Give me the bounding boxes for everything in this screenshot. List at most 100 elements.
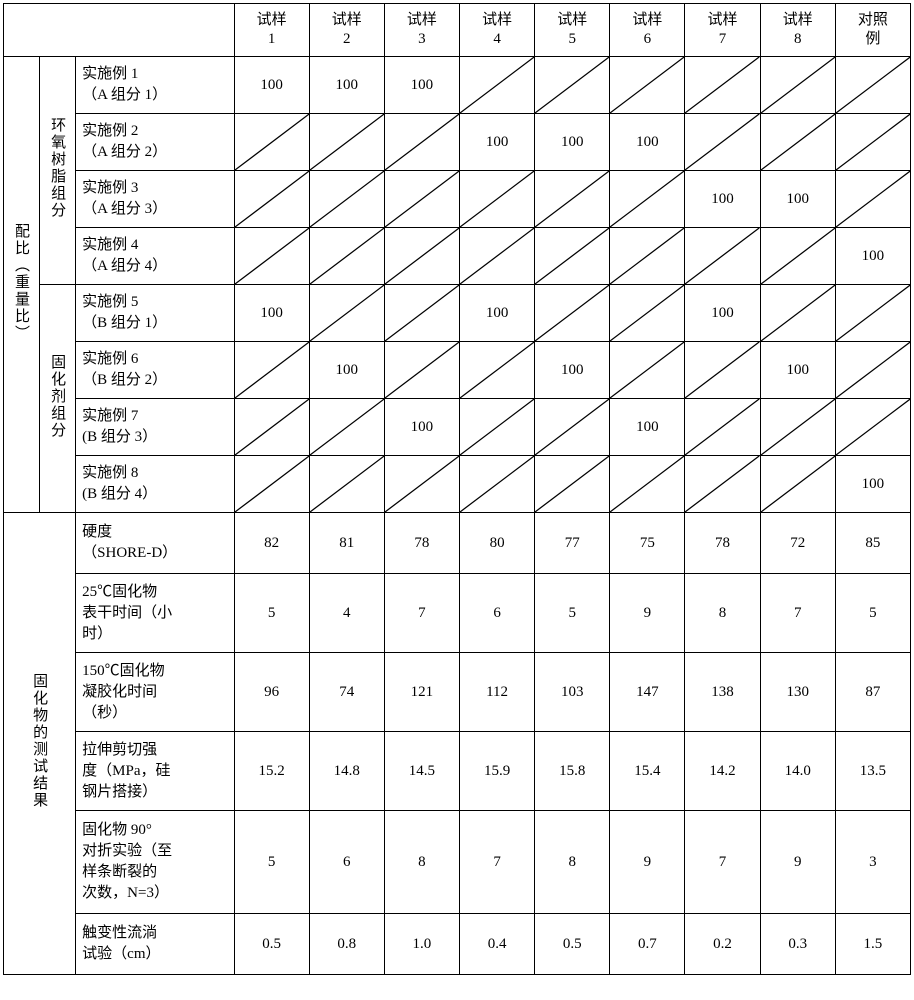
diagonal-cell [610, 456, 685, 513]
diagonal-cell [384, 285, 459, 342]
diagonal-cell [610, 228, 685, 285]
row-label: 实施例 3（A 组分 3） [76, 171, 234, 228]
value-cell: 0.8 [309, 914, 384, 975]
value-cell: 100 [835, 456, 910, 513]
diagonal-cell [685, 114, 760, 171]
diagonal-cell [535, 57, 610, 114]
value-cell: 96 [234, 653, 309, 732]
value-cell: 100 [685, 171, 760, 228]
diagonal-cell [835, 399, 910, 456]
diagonal-cell [685, 228, 760, 285]
diagonal-cell [460, 456, 535, 513]
diagonal-cell [610, 57, 685, 114]
value-cell: 74 [309, 653, 384, 732]
value-cell: 1.0 [384, 914, 459, 975]
row-label: 实施例 8(B 组分 4） [76, 456, 234, 513]
diagonal-cell [460, 57, 535, 114]
diagonal-cell [685, 399, 760, 456]
value-cell: 100 [384, 399, 459, 456]
row-label: 150℃固化物凝胶化时间（秒） [76, 653, 234, 732]
value-cell: 8 [685, 574, 760, 653]
diagonal-cell [234, 228, 309, 285]
value-cell: 100 [760, 342, 835, 399]
diagonal-cell [384, 228, 459, 285]
value-cell: 100 [835, 228, 910, 285]
row-label: 实施例 1（A 组分 1） [76, 57, 234, 114]
value-cell: 147 [610, 653, 685, 732]
value-cell: 81 [309, 513, 384, 574]
diagonal-cell [460, 399, 535, 456]
section1-title: 配比（重量比） [4, 57, 40, 513]
col-header-9: 对照例 [835, 4, 910, 57]
value-cell: 100 [760, 171, 835, 228]
diagonal-cell [835, 171, 910, 228]
col-header-3: 试样3 [384, 4, 459, 57]
col-header-1: 试样1 [234, 4, 309, 57]
value-cell: 0.3 [760, 914, 835, 975]
value-cell: 15.2 [234, 732, 309, 811]
value-cell: 7 [685, 811, 760, 914]
diagonal-cell [835, 342, 910, 399]
value-cell: 5 [234, 811, 309, 914]
diagonal-cell [760, 114, 835, 171]
value-cell: 130 [760, 653, 835, 732]
value-cell: 100 [535, 342, 610, 399]
value-cell: 100 [610, 114, 685, 171]
value-cell: 80 [460, 513, 535, 574]
value-cell: 85 [835, 513, 910, 574]
diagonal-cell [384, 456, 459, 513]
value-cell: 0.4 [460, 914, 535, 975]
diagonal-cell [835, 57, 910, 114]
diagonal-cell [685, 456, 760, 513]
value-cell: 138 [685, 653, 760, 732]
diagonal-cell [685, 57, 760, 114]
diagonal-cell [460, 228, 535, 285]
row-label: 实施例 5（B 组分 1） [76, 285, 234, 342]
diagonal-cell [610, 342, 685, 399]
diagonal-cell [835, 114, 910, 171]
value-cell: 100 [610, 399, 685, 456]
row-label: 拉伸剪切强度（MPa，硅钢片搭接） [76, 732, 234, 811]
diagonal-cell [610, 285, 685, 342]
diagonal-cell [460, 342, 535, 399]
value-cell: 9 [760, 811, 835, 914]
group-b-title: 固化剂组分 [40, 285, 76, 513]
diagonal-cell [685, 342, 760, 399]
value-cell: 5 [535, 574, 610, 653]
diagonal-cell [234, 456, 309, 513]
diagonal-cell [309, 399, 384, 456]
value-cell: 9 [610, 574, 685, 653]
value-cell: 82 [234, 513, 309, 574]
value-cell: 7 [760, 574, 835, 653]
value-cell: 100 [535, 114, 610, 171]
diagonal-cell [460, 171, 535, 228]
diagonal-cell [384, 171, 459, 228]
value-cell: 87 [835, 653, 910, 732]
row-label: 硬度（SHORE-D） [76, 513, 234, 574]
value-cell: 100 [234, 285, 309, 342]
col-header-2: 试样2 [309, 4, 384, 57]
col-header-6: 试样6 [610, 4, 685, 57]
diagonal-cell [535, 456, 610, 513]
diagonal-cell [384, 114, 459, 171]
value-cell: 100 [384, 57, 459, 114]
value-cell: 13.5 [835, 732, 910, 811]
diagonal-cell [535, 228, 610, 285]
value-cell: 0.5 [234, 914, 309, 975]
diagonal-cell [309, 285, 384, 342]
value-cell: 100 [460, 285, 535, 342]
value-cell: 14.5 [384, 732, 459, 811]
row-label: 实施例 7(B 组分 3） [76, 399, 234, 456]
value-cell: 100 [309, 342, 384, 399]
row-label: 触变性流淌试验（cm） [76, 914, 234, 975]
value-cell: 6 [309, 811, 384, 914]
diagonal-cell [760, 456, 835, 513]
col-header-8: 试样8 [760, 4, 835, 57]
row-label: 25℃固化物表干时间（小时） [76, 574, 234, 653]
row-label: 固化物 90°对折实验（至样条断裂的次数，N=3） [76, 811, 234, 914]
value-cell: 72 [760, 513, 835, 574]
value-cell: 14.8 [309, 732, 384, 811]
value-cell: 8 [535, 811, 610, 914]
value-cell: 0.7 [610, 914, 685, 975]
diagonal-cell [234, 342, 309, 399]
